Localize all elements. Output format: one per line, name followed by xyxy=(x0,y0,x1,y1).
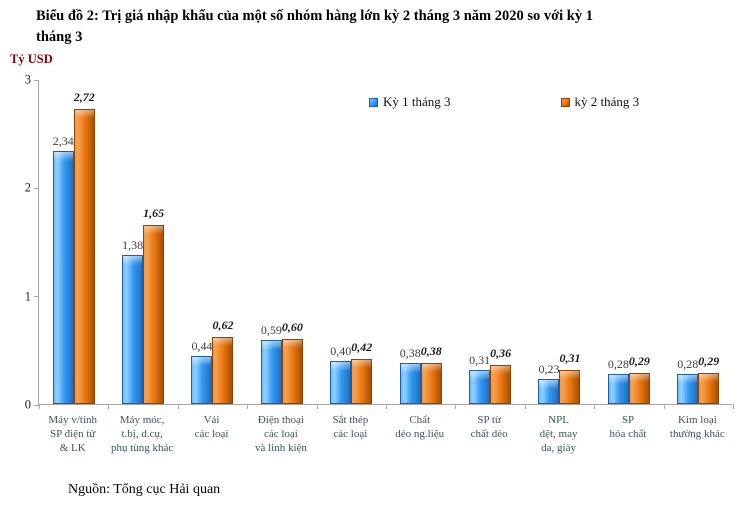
value-label: 0,28 xyxy=(607,356,629,371)
value-label: 0,29 xyxy=(698,353,720,368)
legend-label-ky1: Kỳ 1 tháng 3 xyxy=(383,94,451,109)
value-label: 0,36 xyxy=(490,346,512,360)
y-axis-unit-label: Tỷ USD xyxy=(10,52,53,66)
category-label: Chất dẻo ng.liệu xyxy=(395,414,445,440)
value-label: 1,65 xyxy=(143,206,165,221)
bar-ky1-4 xyxy=(330,360,352,404)
x-tick-mark xyxy=(316,404,318,409)
bar-group: 1,38 1,65 xyxy=(108,80,177,404)
bar-ky2-6 xyxy=(490,365,512,404)
y-tick-label: 0 xyxy=(24,397,31,412)
x-tick-mark xyxy=(455,404,457,409)
category-label: Máy móc, t.bị, d.cụ, phụ tùng khác xyxy=(110,414,174,454)
bar-ky2-4 xyxy=(351,358,373,404)
plot-area: Kỳ 1 tháng 3 kỳ 2 tháng 3 0 1 2 3 2,34 2,72 1… xyxy=(25,73,734,412)
legend-swatch-ky1-icon xyxy=(369,97,378,107)
category-axis-labels: Máy v/tính SP điện tử & LK Máy móc, t.bị,… xyxy=(38,412,732,455)
value-label: 0,44 xyxy=(191,339,213,354)
bar-group: 0,59 0,60 xyxy=(247,80,316,404)
legend-label-ky2: kỳ 2 tháng 3 xyxy=(574,94,640,109)
bar-ky1-9 xyxy=(677,373,699,404)
chart-title: Biểu đồ 2: Trị giá nhập khẩu của một số … xyxy=(36,8,593,46)
y-tick-mark xyxy=(34,187,39,189)
category-label: SP từ chất dẻo xyxy=(470,414,508,440)
category-label: SP hóa chất xyxy=(609,414,647,440)
bar-ky2-1 xyxy=(143,225,165,404)
value-label: 0,31 xyxy=(469,353,491,368)
y-tick-mark xyxy=(34,79,39,81)
bar-ky1-2 xyxy=(191,356,213,404)
value-label: 0,23 xyxy=(538,362,560,377)
legend: Kỳ 1 tháng 3 kỳ 2 tháng 3 xyxy=(369,94,639,110)
bar-group: 0,38 0,38 xyxy=(386,80,455,404)
category-label: NPL dệt, may da, giày xyxy=(539,414,578,454)
source-note: Nguồn: Tổng cục Hải quan xyxy=(68,482,221,497)
bar-ky1-8 xyxy=(607,373,629,404)
y-tick-label: 3 xyxy=(24,72,31,87)
bar-group: 0,40 0,42 xyxy=(317,80,386,404)
category-label: Kim loại thường khác xyxy=(669,414,725,440)
x-tick-mark xyxy=(39,404,40,409)
value-label: 0,42 xyxy=(351,339,373,354)
legend-item-ky1: Kỳ 1 tháng 3 xyxy=(369,94,451,110)
x-tick-mark xyxy=(594,404,596,409)
value-label: 2,34 xyxy=(52,133,74,148)
value-label: 1,38 xyxy=(122,237,144,252)
y-tick-mark xyxy=(34,296,39,298)
value-label: 0,40 xyxy=(330,343,352,358)
value-label: 0,38 xyxy=(399,345,421,360)
bar-ky1-1 xyxy=(122,254,144,404)
value-label: 0,29 xyxy=(628,353,650,368)
bar-ky2-2 xyxy=(212,336,234,404)
category-label: Sắt thép các loại xyxy=(332,414,369,440)
bar-ky1-7 xyxy=(538,379,560,404)
bar-ky2-0 xyxy=(73,109,95,404)
y-tick-label: 1 xyxy=(24,289,31,304)
bar-ky2-7 xyxy=(559,370,581,404)
value-label: 0,62 xyxy=(212,317,234,332)
bar-ky1-3 xyxy=(260,340,282,404)
bar-ky2-3 xyxy=(281,339,303,404)
bar-group: 0,28 0,29 xyxy=(664,80,733,404)
value-label: 0,60 xyxy=(281,320,303,334)
x-tick-mark xyxy=(386,404,387,409)
x-tick-mark xyxy=(733,404,734,409)
bar-ky1-6 xyxy=(469,370,491,404)
x-tick-mark xyxy=(177,404,179,409)
x-tick-mark xyxy=(108,404,110,409)
bar-group: 0,44 0,62 xyxy=(178,80,247,404)
category-label: Vải các loại xyxy=(194,414,229,440)
value-label: 0,31 xyxy=(559,351,581,366)
x-tick-mark xyxy=(247,404,249,409)
legend-swatch-ky2-icon xyxy=(560,97,570,107)
bar-group: 2,34 2,72 xyxy=(39,80,108,404)
bar-group: 0,28 0,29 xyxy=(594,80,663,404)
bar-ky1-5 xyxy=(399,362,421,404)
y-tick-label: 2 xyxy=(24,180,31,195)
bar-ky2-8 xyxy=(628,372,650,404)
y-tick-mark xyxy=(34,404,39,406)
x-tick-mark xyxy=(524,404,526,409)
bar-group: 0,23 0,31 xyxy=(525,80,594,404)
x-tick-mark xyxy=(663,404,665,409)
bar-ky2-9 xyxy=(698,372,720,404)
bar-ky2-5 xyxy=(420,362,442,404)
value-label: 2,72 xyxy=(73,90,95,105)
bar-group: 0,31 0,36 xyxy=(455,80,524,404)
legend-item-ky2: kỳ 2 tháng 3 xyxy=(560,94,640,110)
value-label: 0,59 xyxy=(260,323,282,338)
value-label: 0,38 xyxy=(420,343,442,358)
category-label: Máy v/tính SP điện tử & LK xyxy=(48,414,97,454)
category-label: Điện thoại các loại và linh kiện xyxy=(254,414,307,454)
bar-ky1-0 xyxy=(52,150,74,404)
value-label: 0,28 xyxy=(677,356,699,371)
